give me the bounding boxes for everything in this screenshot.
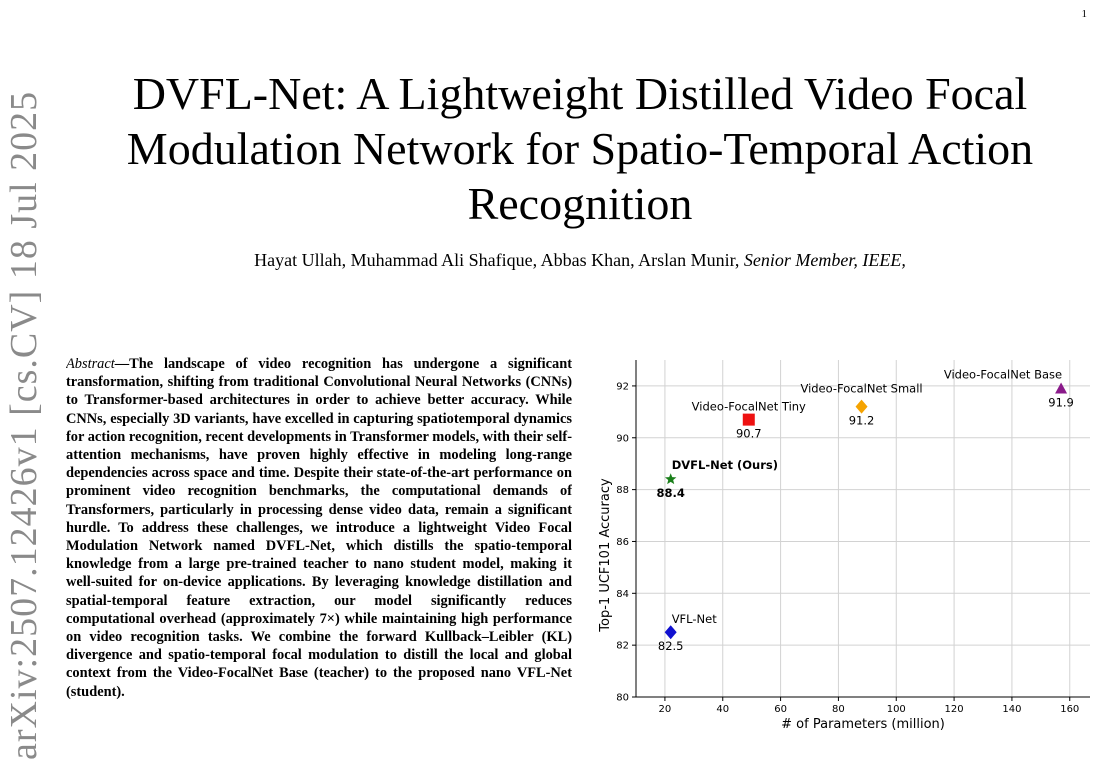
chart-axes: 20 40 60 80 100 120 140 160 80 82 84 86 88 90 92 (616, 360, 1090, 715)
x-tick-label: 80 (832, 704, 845, 715)
paper-title: DVFL-Net: A Lightweight Distilled Video … (126, 68, 1034, 229)
abstract: Abstract—The landscape of video recognit… (66, 355, 572, 760)
point-marker-triangle (1055, 382, 1068, 394)
abstract-text: —The landscape of video recognition has … (66, 356, 572, 700)
abstract-label: Abstract (66, 356, 115, 372)
point-name-label: Video-FocalNet Base (944, 368, 1062, 382)
y-tick-label: 92 (616, 381, 629, 392)
point-name-label: DVFL-Net (Ours) (672, 458, 778, 472)
point-value-label: 90.7 (736, 427, 762, 441)
y-tick-label: 80 (616, 693, 629, 704)
page-number: 1 (1081, 8, 1088, 20)
x-tick-label: 100 (887, 704, 906, 715)
point-name-label: VFL-Net (672, 612, 718, 626)
y-axis-label: Top-1 UCF101 Accuracy (598, 478, 613, 633)
y-tick-label: 84 (616, 589, 629, 600)
x-axis-label: # of Parameters (million) (781, 717, 945, 732)
accuracy-vs-params-chart: 20 40 60 80 100 120 140 160 80 82 84 86 88 90 92 VFL-N… (590, 355, 1100, 745)
x-tick-label: 160 (1060, 704, 1079, 715)
point-value-label: 91.2 (849, 414, 875, 428)
point-name-label: Video-FocalNet Tiny (692, 400, 806, 414)
chart-svg: 20 40 60 80 100 120 140 160 80 82 84 86 88 90 92 VFL-N… (598, 360, 1090, 732)
point-value-label: 91.9 (1048, 396, 1074, 410)
x-tick-label: 40 (716, 704, 729, 715)
point-marker-tiny (742, 413, 755, 426)
y-tick-label: 86 (616, 537, 629, 548)
y-tick-label: 88 (616, 485, 629, 496)
point-marker-star (664, 473, 677, 485)
point-value-label: 82.5 (658, 639, 684, 653)
chart-grid (636, 360, 1090, 698)
authors-names: Hayat Ullah, Muhammad Ali Shafique, Abba… (254, 250, 740, 270)
x-tick-label: 20 (659, 704, 672, 715)
point-name-label: Video-FocalNet Small (800, 382, 922, 396)
x-tick-label: 60 (774, 704, 787, 715)
author-list: Hayat Ullah, Muhammad Ali Shafique, Abba… (60, 248, 1100, 272)
y-tick-label: 90 (616, 433, 629, 444)
point-marker-diamond (664, 625, 677, 640)
point-value-label: 88.4 (657, 486, 685, 500)
chart-points: VFL-Net 82.5 DVFL-Net (Ours) 88.4 Video-Foca… (657, 368, 1074, 654)
arxiv-stamp: arXiv:2507.12426v1 [cs.CV] 18 Jul 2025 (3, 90, 45, 760)
x-tick-label: 120 (945, 704, 964, 715)
author-membership-note: Senior Member, IEEE, (743, 250, 906, 270)
y-tick-label: 82 (616, 641, 629, 652)
x-tick-label: 140 (1002, 704, 1021, 715)
point-marker-diamond (855, 399, 868, 414)
